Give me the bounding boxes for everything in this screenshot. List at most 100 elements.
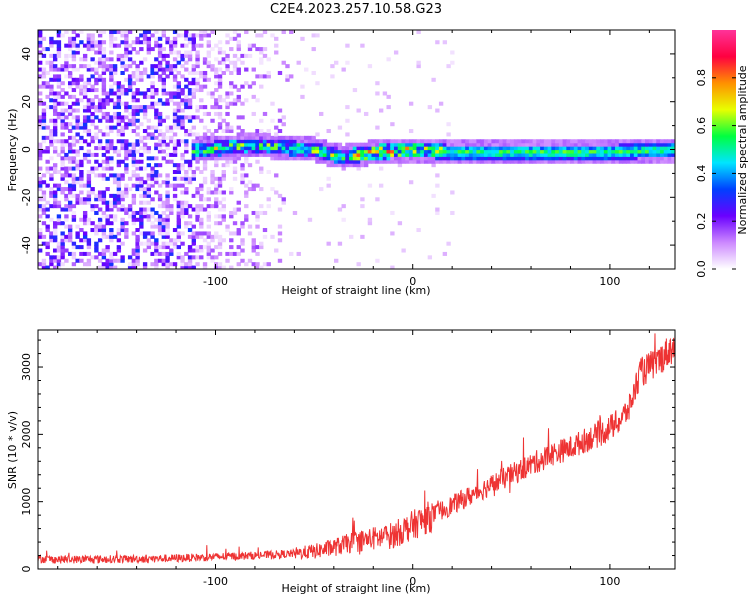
spectrogram-cell [645,152,650,157]
spectrogram-cell [360,149,365,154]
spectrogram-cell [64,67,69,72]
spectrogram-cell [49,193,54,198]
spectrogram-cell [536,149,541,154]
spectrogram-cell [240,53,245,58]
spectrogram-cell [97,258,103,263]
spectrogram-cell [139,135,144,140]
spectrogram-cell [135,238,140,243]
spectrogram-cell [124,142,129,147]
spectrogram-cell [240,84,245,89]
spectrogram-cell [131,94,137,99]
spectrogram-cell [202,139,208,144]
spectrogram-cell [146,183,152,188]
spectrogram-cell [112,217,118,222]
spectrogram-cell [64,193,69,198]
spectrogram-cell [349,142,354,147]
spectrogram-cell [56,33,62,38]
spectrogram-cell [176,231,181,236]
spectrogram-cell [64,152,69,157]
spectrogram-cell [135,149,140,154]
spectrogram-cell [199,84,204,89]
spectrogram-cell [120,88,125,93]
spectrogram-cell [330,146,335,151]
spectrogram-cell [71,251,77,256]
spectrogram-cell [124,166,129,171]
spectrogram-cell [97,77,103,82]
spectrogram-cell [217,142,223,147]
spectrogram-cell [232,146,238,151]
spectrogram-cell [41,262,47,267]
spectrogram-cell [274,139,279,144]
spectrogram-cell [161,221,166,226]
spectrogram-cell [408,156,414,161]
spectrogram-cell [94,245,99,250]
spectrogram-cell [176,105,181,110]
spectrogram-cell [82,251,88,256]
spectrogram-cell [187,163,193,168]
spectrogram-cell [139,105,144,110]
spectrogram-cell [476,152,481,157]
spectrogram-cell [38,50,43,55]
spectrogram-cell [281,156,286,161]
spectrogram-cell [521,142,526,147]
spectrogram-cell [161,180,166,185]
spectrogram-cell [191,142,196,147]
spectrogram-cell [375,139,380,144]
spectrogram-cell [184,43,189,48]
spectrogram-cell [551,142,556,147]
spectrogram-cell [483,139,489,144]
spectrogram-cell [116,84,122,89]
spectrogram-cell [94,210,99,215]
spectrogram-cell [105,149,110,154]
spectrogram-cell [450,152,455,157]
spectrogram-cell [363,163,369,168]
spectrogram-cell [270,146,275,151]
spectrogram-cell [75,118,80,123]
spectrogram-cell [596,152,601,157]
spectrogram-cell [206,152,211,157]
spectrogram-cell [97,118,103,123]
spectrogram-cell [101,200,107,205]
spectrogram-cell [150,231,155,236]
spectrogram-cell [90,88,95,93]
spectrogram-cell [180,53,185,58]
spectrogram-cell [416,64,421,69]
spectrogram-cell [217,265,223,269]
spectrogram-cell [671,139,675,144]
spectrogram-cell [262,262,268,267]
spectrogram-cell [64,166,69,171]
spectrogram-cell [416,60,421,65]
spectrogram-cell [75,166,80,171]
spectrogram-cell [101,40,107,45]
spectrogram-cell [341,149,346,154]
spectrogram-cell [517,139,522,144]
spectrogram-cell [64,122,69,127]
spectrogram-cell [56,221,62,226]
spectrogram-cell [206,139,211,144]
spectrogram-cell [491,146,496,151]
spectrogram-cell [82,139,88,144]
spectrogram-cell [116,190,122,195]
spectrogram-cell [195,139,200,144]
spectrogram-cell [150,210,155,215]
spectrogram-cell [60,88,65,93]
spectrogram-cell [195,43,200,48]
spectrogram-cell [184,101,189,106]
spectrogram-cell [124,234,129,239]
spectrogram-cell [67,200,73,205]
spectrogram-cell [56,248,62,253]
spectrogram-cell [71,241,77,246]
spectrogram-cell [221,169,226,174]
spectrogram-cell [97,238,103,243]
spectrogram-cell [60,125,65,130]
spectrogram-cell [648,139,654,144]
spectrogram-cell [255,74,260,79]
spectrogram-cell [67,231,73,236]
spectrogram-cell [412,146,418,151]
spectrogram-cell [187,53,193,58]
spectrogram-cell [79,98,84,103]
spectrogram-cell [71,67,77,72]
spectrogram-cell [334,142,339,147]
spectrogram-cell [611,142,616,147]
spectrogram-cell [187,258,193,263]
